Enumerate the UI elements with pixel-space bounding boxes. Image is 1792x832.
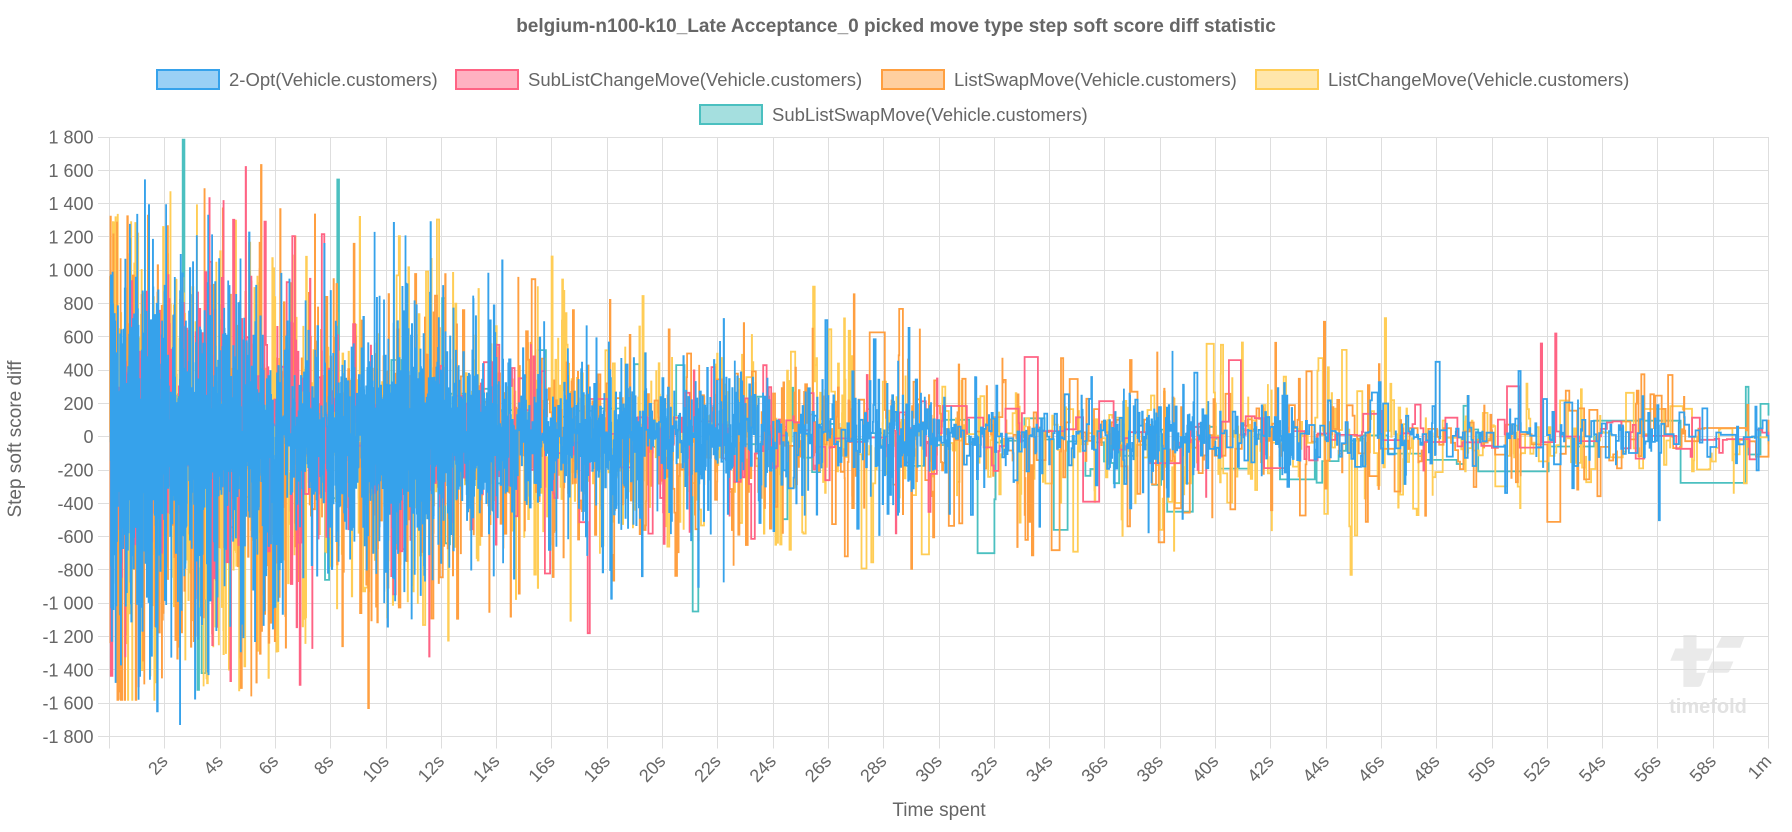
svg-text:1 400: 1 400	[48, 194, 93, 214]
svg-text:1 600: 1 600	[48, 161, 93, 181]
svg-text:48s: 48s	[1409, 751, 1443, 786]
svg-text:22s: 22s	[690, 751, 724, 786]
svg-text:20s: 20s	[635, 751, 669, 786]
svg-text:40s: 40s	[1188, 751, 1222, 786]
svg-text:1 000: 1 000	[48, 261, 93, 281]
svg-text:52s: 52s	[1520, 751, 1554, 786]
svg-text:800: 800	[63, 294, 93, 314]
svg-text:32s: 32s	[967, 751, 1001, 786]
svg-text:8s: 8s	[310, 751, 338, 779]
svg-text:42s: 42s	[1243, 751, 1277, 786]
svg-text:200: 200	[63, 394, 93, 414]
svg-text:-400: -400	[57, 494, 93, 514]
svg-text:-800: -800	[57, 560, 93, 580]
svg-text:24s: 24s	[746, 751, 780, 786]
svg-text:50s: 50s	[1464, 751, 1498, 786]
svg-text:1 200: 1 200	[48, 227, 93, 247]
svg-text:54s: 54s	[1575, 751, 1609, 786]
svg-text:timefold: timefold	[1669, 696, 1747, 718]
svg-text:18s: 18s	[580, 751, 614, 786]
svg-text:46s: 46s	[1354, 751, 1388, 786]
svg-text:-600: -600	[57, 527, 93, 547]
svg-text:1 800: 1 800	[48, 128, 93, 148]
svg-text:0: 0	[83, 427, 93, 447]
svg-text:12s: 12s	[414, 751, 448, 786]
svg-text:6s: 6s	[255, 751, 283, 779]
svg-text:4s: 4s	[199, 751, 227, 779]
svg-text:10s: 10s	[358, 751, 392, 786]
svg-text:1m: 1m	[1744, 751, 1776, 783]
svg-text:-1 200: -1 200	[42, 627, 93, 647]
svg-text:600: 600	[63, 327, 93, 347]
svg-text:-1 000: -1 000	[42, 594, 93, 614]
svg-text:44s: 44s	[1299, 751, 1333, 786]
svg-text:14s: 14s	[469, 751, 503, 786]
svg-text:-1 800: -1 800	[42, 727, 93, 747]
svg-text:56s: 56s	[1630, 751, 1664, 786]
svg-text:-200: -200	[57, 461, 93, 481]
svg-text:28s: 28s	[856, 751, 890, 786]
svg-text:58s: 58s	[1686, 751, 1720, 786]
svg-text:-1 600: -1 600	[42, 694, 93, 714]
svg-text:400: 400	[63, 361, 93, 381]
svg-text:16s: 16s	[524, 751, 558, 786]
svg-text:30s: 30s	[911, 751, 945, 786]
svg-text:2s: 2s	[144, 751, 172, 779]
svg-text:26s: 26s	[801, 751, 835, 786]
svg-text:38s: 38s	[1133, 751, 1167, 786]
svg-text:36s: 36s	[1077, 751, 1111, 786]
svg-text:34s: 34s	[1022, 751, 1056, 786]
svg-text:-1 400: -1 400	[42, 660, 93, 680]
